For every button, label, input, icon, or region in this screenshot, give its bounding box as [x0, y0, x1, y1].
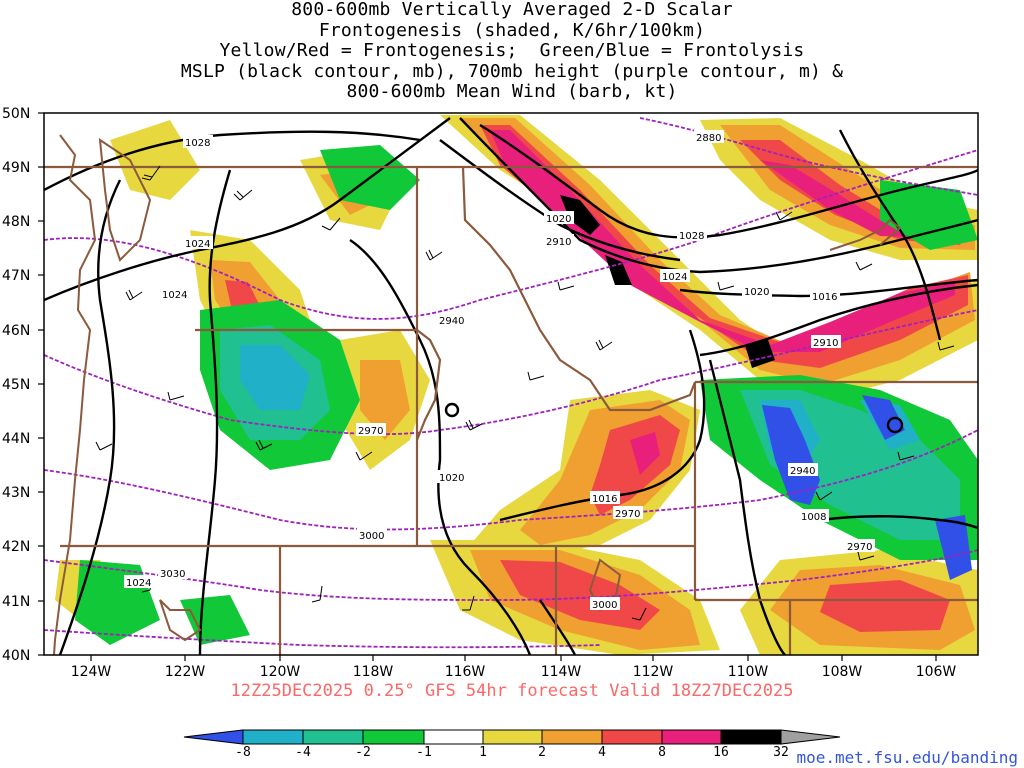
colorbar-label: 2	[538, 745, 546, 760]
latitude-axis	[38, 112, 44, 656]
lon-label: 114W	[541, 664, 582, 680]
lon-label: 112W	[633, 664, 674, 680]
title-line-2: Frontogenesis (shaded, K/6hr/100km)	[318, 19, 706, 41]
lat-label: 50N	[2, 106, 30, 122]
height-label: 3030	[160, 569, 185, 580]
height-label: 2940	[439, 316, 464, 327]
map-layers: 1028 1024 1024 1020 1028 1024 1020 1016 …	[44, 113, 978, 655]
lat-label: 45N	[2, 377, 30, 393]
source-url-link[interactable]: moe.met.fsu.edu/banding	[796, 748, 1018, 767]
lon-label: 122W	[165, 664, 206, 680]
colorbar-label: -1	[416, 745, 432, 760]
mslp-label: 1020	[744, 287, 769, 298]
lat-label: 41N	[2, 594, 30, 610]
height-contours	[44, 117, 978, 649]
height-label: 2970	[847, 542, 872, 553]
height-label: 3000	[592, 600, 617, 611]
colorbar-lower-arrow	[183, 729, 244, 745]
colorbar-label: -8	[235, 745, 251, 760]
title-line-1: 800-600mb Vertically Averaged 2-D Scalar	[291, 0, 733, 20]
colorbar-bin	[541, 729, 603, 745]
mslp-label: 1024	[185, 239, 210, 250]
lon-label: 124W	[71, 664, 112, 680]
title-line-4: MSLP (black contour, mb), 700mb height (…	[180, 60, 844, 82]
height-label: 2970	[358, 426, 383, 437]
mslp-label: 1024	[162, 290, 187, 301]
colorbar-label: 16	[713, 745, 729, 760]
title-line-3: Yellow/Red = Frontogenesis; Green/Blue =…	[219, 40, 805, 61]
coastline	[53, 134, 902, 655]
lon-label: 120W	[260, 664, 301, 680]
mslp-label: 1028	[185, 138, 210, 149]
mslp-label: 1028	[679, 231, 704, 242]
latitude-labels: 40N 41N 42N 43N 44N 45N 46N 47N 48N 49N …	[2, 106, 30, 664]
colorbar-label: -2	[355, 745, 371, 760]
lat-label: 49N	[2, 160, 30, 176]
colorbar-bin	[601, 729, 663, 745]
height-label: 2970	[615, 509, 640, 520]
colorbar-bin	[423, 729, 484, 745]
colorbar-bin	[720, 729, 782, 745]
wind-barbs	[95, 165, 955, 621]
colorbar-label: 1	[479, 745, 487, 760]
colorbar-upper-arrow	[780, 729, 841, 745]
height-label: 3000	[359, 531, 384, 542]
state-borders	[44, 165, 978, 655]
lat-label: 46N	[2, 323, 30, 339]
lat-label: 42N	[2, 539, 30, 555]
colorbar-label: 8	[658, 745, 666, 760]
longitude-labels: 124W 122W 120W 118W 116W 114W 112W 110W …	[71, 664, 957, 680]
colorbar-bin	[661, 729, 722, 745]
colorbar-label: 32	[773, 745, 789, 760]
height-labels: 2880 2910 2940 2910 2970 2940 2970 3000 …	[158, 130, 875, 611]
colorbar-bin	[242, 729, 304, 745]
lon-label: 116W	[445, 664, 486, 680]
mslp-label: 1016	[592, 494, 617, 505]
lon-label: 106W	[916, 664, 957, 680]
title-line-5: 800-600mb Mean Wind (barb, kt)	[346, 81, 678, 102]
lat-label: 44N	[2, 431, 30, 447]
lat-label: 47N	[2, 268, 30, 284]
lat-label: 40N	[2, 648, 30, 664]
colorbar-bin	[482, 729, 543, 745]
mslp-contours	[44, 117, 978, 655]
lon-label: 108W	[822, 664, 863, 680]
mslp-label: 1008	[801, 512, 826, 523]
lat-label: 43N	[2, 485, 30, 501]
colorbar-label: -4	[295, 745, 311, 760]
lat-label: 48N	[2, 214, 30, 230]
mslp-label: 1020	[439, 473, 464, 484]
longitude-axis	[90, 655, 937, 661]
colorbar-bin	[362, 729, 425, 745]
height-label: 2910	[546, 237, 571, 248]
plot-title: 800-600mb Vertically Averaged 2-D Scalar…	[0, 0, 1024, 103]
mslp-label: 1016	[812, 292, 837, 303]
forecast-valid-caption: 12Z25DEC2025 0.25° GFS 54hr forecast Val…	[230, 681, 794, 701]
colorbar	[183, 729, 841, 745]
height-label: 2940	[790, 466, 815, 477]
lon-label: 110W	[728, 664, 769, 680]
lon-label: 118W	[353, 664, 394, 680]
frontogenesis-shading-magenta	[490, 130, 955, 475]
mslp-label: 1024	[126, 578, 151, 589]
frontolysis-shading-blue	[762, 395, 972, 580]
mslp-labels: 1028 1024 1024 1020 1028 1024 1020 1016 …	[124, 135, 840, 589]
height-label: 2910	[813, 338, 838, 349]
mslp-label: 1020	[546, 214, 571, 225]
height-label: 2880	[696, 133, 721, 144]
mslp-label: 1024	[662, 272, 687, 283]
colorbar-label: 4	[598, 745, 606, 760]
colorbar-bin	[302, 729, 364, 745]
